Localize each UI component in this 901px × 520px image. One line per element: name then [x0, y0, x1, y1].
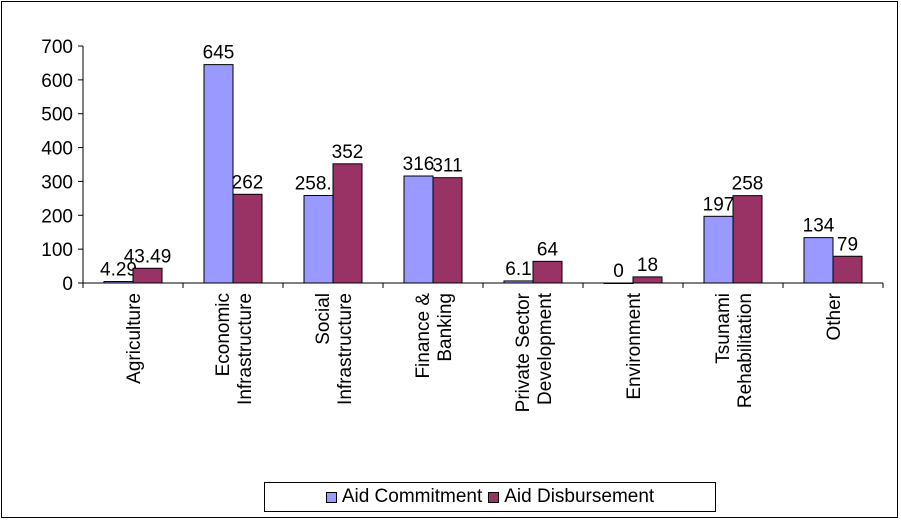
bar-commitment — [403, 175, 434, 284]
data-label-commitment: 197 — [703, 194, 735, 215]
data-label-disbursement: 352 — [332, 142, 364, 163]
data-label-commitment: 645 — [203, 43, 235, 64]
legend-label-commitment: Aid Commitment — [341, 486, 483, 507]
bar-commitment — [203, 64, 234, 284]
y-tick-label: 500 — [41, 105, 73, 126]
legend-item-commitment: Aid Commitment — [325, 486, 483, 508]
data-label-commitment: 134 — [803, 216, 835, 237]
bar-disbursement — [132, 267, 163, 284]
x-tick-label-line: Development — [535, 292, 556, 405]
bar-disbursement — [632, 276, 663, 284]
data-label-disbursement: 311 — [432, 156, 462, 177]
bar-commitment — [303, 194, 334, 284]
data-label-commitment: 0 — [613, 261, 624, 282]
x-tick-label-line: Infrastructure — [335, 293, 356, 405]
x-tick-label: EconomicInfrastructure — [213, 293, 256, 405]
data-label-commitment: 258.5 — [295, 173, 343, 194]
x-tick-label-line: Tsunami — [713, 293, 734, 364]
y-tick-label: 0 — [62, 274, 73, 295]
bar-disbursement — [532, 260, 563, 284]
data-label-disbursement: 43.49 — [124, 246, 172, 267]
data-label-commitment: 4.29 — [100, 260, 137, 281]
data-label-disbursement: 79 — [837, 234, 858, 255]
x-tick-label: Other — [824, 292, 845, 340]
y-tick-label: 100 — [41, 240, 73, 261]
bar-commitment — [803, 237, 834, 284]
x-tick-label: SocialInfrastructure — [313, 293, 356, 405]
bar-commitment — [503, 280, 534, 284]
data-label-disbursement: 18 — [637, 255, 658, 276]
x-tick-label-line: Private Sector — [513, 292, 534, 412]
y-tick-label: 700 — [41, 37, 73, 58]
x-tick-label-line: Finance & — [413, 293, 434, 379]
data-label-commitment: 6.1 — [505, 259, 531, 280]
legend-swatch-commitment — [325, 491, 337, 503]
bar-commitment — [103, 281, 134, 284]
bar-commitment — [603, 282, 634, 284]
x-tick-label: Environment — [624, 292, 645, 399]
bar-disbursement — [232, 193, 263, 284]
legend-item-disbursement: Aid Disbursement — [488, 486, 654, 508]
bar-disbursement — [732, 195, 763, 284]
data-label-commitment: 316 — [403, 154, 435, 175]
data-label-disbursement: 258 — [732, 174, 764, 195]
x-tick-label-line: Banking — [435, 293, 456, 362]
x-tick-label-line: Other — [824, 292, 845, 340]
x-tick-label-line: Environment — [624, 292, 645, 399]
x-tick-label: Finance &Banking — [413, 293, 456, 379]
bar-commitment — [703, 215, 734, 284]
bar-disbursement — [832, 255, 863, 284]
x-tick-label-line: Economic — [213, 293, 234, 376]
y-tick-label: 300 — [41, 172, 73, 193]
bar-disbursement — [432, 177, 463, 284]
x-tick-label: TsunamiRehabilitation — [713, 293, 756, 408]
y-tick-label: 400 — [41, 139, 73, 160]
y-tick-label: 200 — [41, 206, 73, 227]
legend-label-disbursement: Aid Disbursement — [504, 486, 655, 507]
data-label-disbursement: 262 — [232, 172, 264, 193]
x-tick-label-line: Agriculture — [124, 293, 145, 384]
x-tick-label-line: Rehabilitation — [735, 293, 756, 408]
data-label-disbursement: 64 — [537, 239, 559, 260]
x-tick-label-line: Infrastructure — [235, 293, 256, 405]
x-tick-label-line: Social — [313, 293, 334, 345]
bar-disbursement — [332, 163, 363, 284]
x-tick-label: Private SectorDevelopment — [513, 292, 556, 412]
x-tick-label: Agriculture — [124, 293, 145, 384]
legend: Aid Commitment Aid Disbursement — [264, 482, 716, 512]
legend-swatch-disbursement — [488, 491, 500, 503]
y-tick-label: 600 — [41, 71, 73, 92]
